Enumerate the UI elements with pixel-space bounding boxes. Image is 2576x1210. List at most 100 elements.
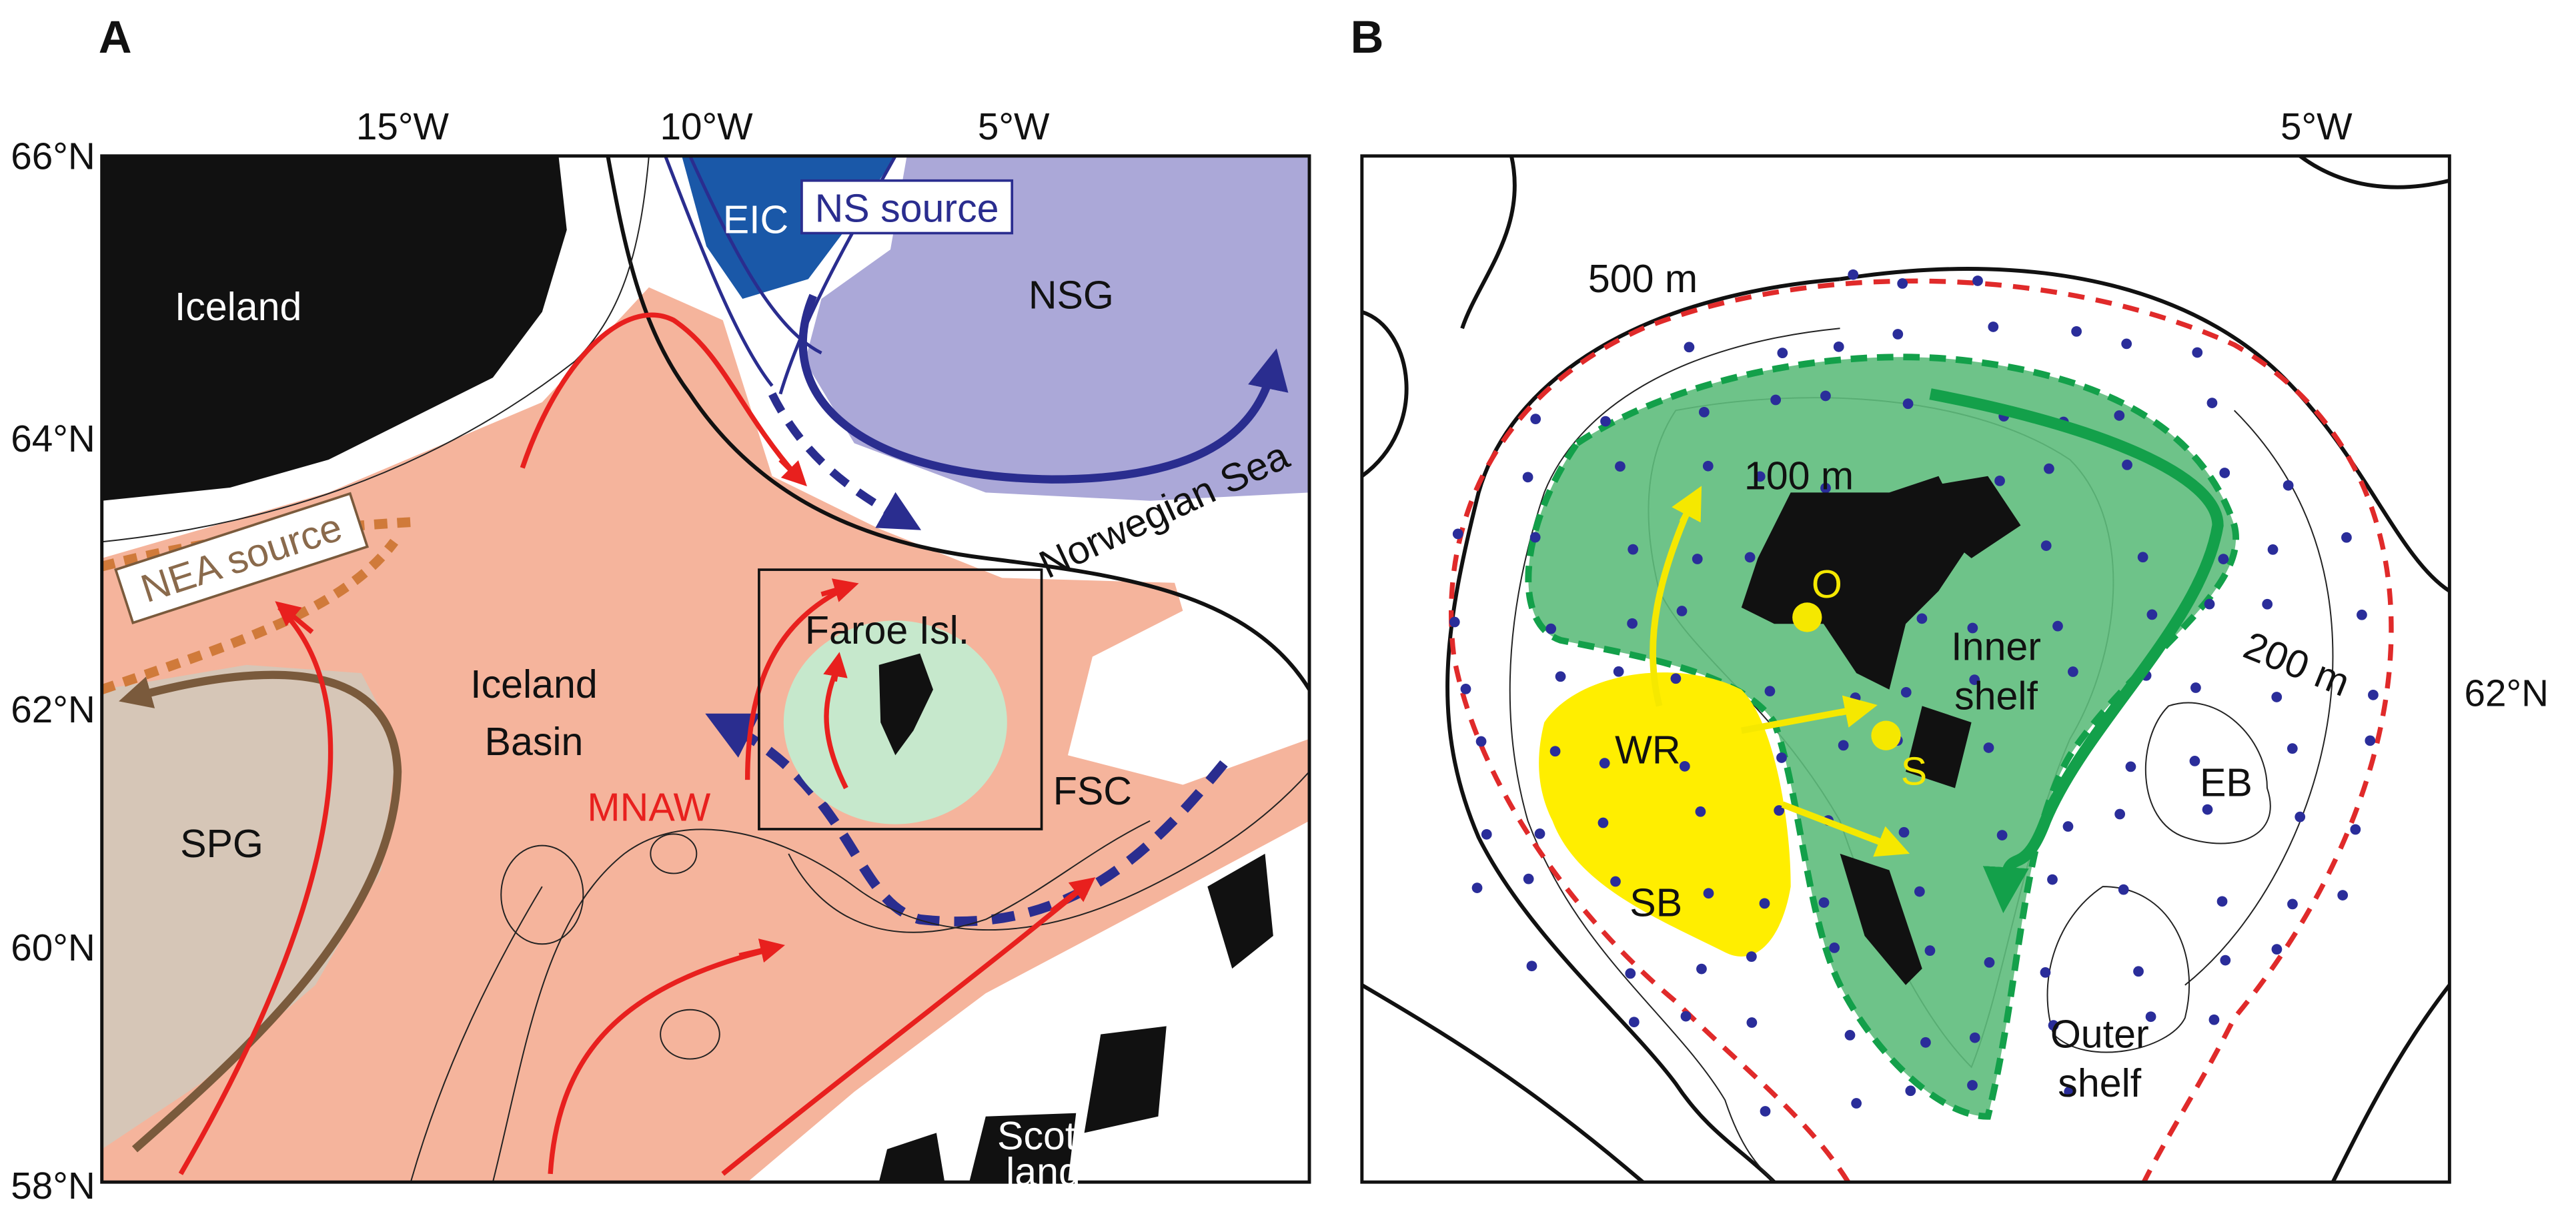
contours — [101, 155, 1310, 1183]
station — [1969, 1032, 1980, 1043]
station — [2048, 1020, 2059, 1031]
contours — [500, 844, 584, 945]
station — [1679, 760, 1690, 772]
ns-label-box — [800, 179, 1014, 235]
station — [1844, 1030, 1856, 1041]
map-label: shelf — [1954, 674, 2038, 718]
contours — [606, 155, 1310, 691]
red-dashed-contour — [1449, 278, 2394, 1183]
station — [1969, 674, 1980, 685]
station — [2047, 874, 2058, 885]
station — [1746, 951, 1757, 963]
arrow-heads — [1839, 695, 1878, 728]
station — [1759, 898, 1770, 909]
arrow-heads — [1872, 826, 1910, 857]
station — [1599, 758, 1610, 769]
station — [2350, 824, 2361, 835]
station — [1905, 1085, 1916, 1097]
station — [1900, 686, 1912, 698]
station — [2118, 884, 2129, 895]
station — [1833, 341, 1844, 352]
station — [1695, 806, 1706, 817]
station — [2295, 811, 2306, 822]
station — [2052, 620, 2063, 632]
station — [2271, 692, 2283, 702]
station — [2114, 410, 2125, 421]
station — [2287, 743, 2298, 754]
frame-b — [1360, 154, 2451, 1184]
contours — [650, 833, 698, 874]
station — [1522, 472, 1533, 483]
station — [1628, 544, 1639, 555]
arrow-heads — [778, 458, 807, 487]
station — [1924, 945, 1936, 957]
scotland — [878, 853, 1273, 1183]
station — [2337, 890, 2349, 900]
station — [1764, 686, 1776, 697]
station — [1851, 1098, 1862, 1109]
station — [1684, 342, 1695, 353]
station — [1920, 1037, 1931, 1048]
station — [2192, 347, 2203, 358]
nsg-arrow — [798, 293, 1289, 484]
map-label: NSG — [1029, 273, 1114, 318]
station — [1475, 736, 1487, 747]
station — [1848, 269, 1859, 280]
yellow-arrows — [1650, 499, 1891, 849]
contours — [492, 771, 1310, 1183]
station — [1692, 554, 1703, 564]
lat-tick-label: 66°N — [11, 135, 95, 177]
green-arrow — [1929, 388, 2224, 913]
lon-tick-label: 15°W — [356, 105, 450, 147]
station — [1754, 471, 1766, 482]
nsg — [804, 155, 1310, 501]
station — [1850, 692, 1861, 703]
station — [2064, 1086, 2075, 1097]
station — [2267, 544, 2279, 555]
map-label: SB — [1630, 880, 1682, 925]
station — [2114, 808, 2126, 820]
station — [2071, 326, 2082, 337]
station — [2040, 540, 2052, 551]
nea-label-box — [114, 492, 370, 625]
station — [1529, 532, 1541, 543]
station — [1818, 897, 1830, 908]
map-b — [1361, 155, 2450, 1183]
station — [2262, 598, 2273, 610]
station — [1838, 740, 1849, 751]
wr — [1539, 672, 1791, 957]
station — [2145, 1011, 2156, 1023]
station — [1534, 828, 1545, 839]
arrow-heads — [275, 601, 314, 634]
arrow-heads — [1672, 486, 1910, 857]
station — [1555, 671, 1566, 682]
station — [2040, 967, 2051, 978]
station — [1523, 873, 1534, 884]
lat-tick-label: 64°N — [11, 418, 95, 460]
arrow-heads — [275, 458, 1096, 963]
spg — [101, 664, 398, 1149]
lat-tick-label: 62°N — [2465, 672, 2549, 714]
station — [2044, 463, 2054, 474]
map-label: EIC — [723, 198, 789, 242]
station — [2365, 735, 2376, 746]
station — [2189, 756, 2200, 766]
lat-tick-label: 62°N — [11, 688, 95, 730]
station — [2202, 804, 2213, 815]
station — [1698, 406, 1710, 418]
station — [2206, 398, 2218, 408]
station — [1744, 552, 1756, 563]
station — [1988, 322, 1999, 332]
contours — [1361, 155, 1840, 1183]
station — [2208, 1014, 2220, 1025]
station — [1994, 475, 2005, 486]
station — [2216, 896, 2228, 907]
station — [1774, 805, 1785, 816]
lat-tick-label: 60°N — [11, 927, 95, 969]
station — [2067, 666, 2078, 677]
station — [1703, 888, 1714, 899]
arrow-heads — [1050, 877, 1096, 913]
site-s — [1871, 720, 1901, 750]
